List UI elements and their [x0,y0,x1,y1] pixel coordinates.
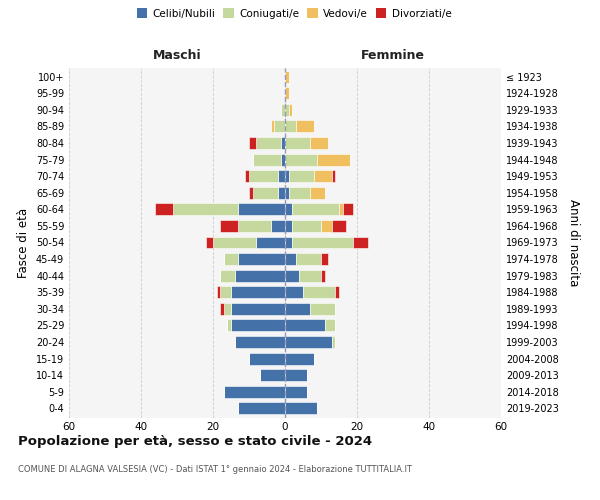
Bar [321,270,325,281]
Bar [292,204,339,216]
Bar [289,187,310,198]
Bar [285,386,307,398]
Bar [285,70,289,83]
Bar [231,320,285,332]
Bar [321,253,328,265]
Y-axis label: Anni di nascita: Anni di nascita [567,199,580,286]
Bar [299,270,321,281]
Bar [285,253,296,265]
Bar [310,303,335,315]
Bar [285,320,325,332]
Bar [238,402,285,414]
Bar [155,204,173,216]
Y-axis label: Fasce di età: Fasce di età [17,208,30,278]
Text: Femmine: Femmine [361,48,425,62]
Bar [285,87,289,99]
Bar [292,236,353,248]
Bar [173,204,238,216]
Bar [220,286,231,298]
Bar [285,402,317,414]
Bar [285,170,289,182]
Bar [238,220,271,232]
Bar [238,204,285,216]
Bar [224,386,285,398]
Bar [206,236,213,248]
Bar [260,369,285,381]
Bar [249,170,278,182]
Bar [227,320,231,332]
Bar [231,286,285,298]
Bar [235,336,285,348]
Bar [231,303,285,315]
Bar [289,170,314,182]
Bar [224,253,238,265]
Bar [235,270,285,281]
Bar [271,220,285,232]
Bar [353,236,368,248]
Bar [253,154,281,166]
Bar [332,336,335,348]
Bar [317,154,350,166]
Bar [325,320,335,332]
Bar [278,187,285,198]
Bar [281,104,285,116]
Bar [321,220,332,232]
Bar [310,137,328,149]
Bar [285,154,317,166]
Bar [249,352,285,364]
Bar [253,187,278,198]
Bar [213,236,256,248]
Bar [296,120,314,132]
Bar [289,104,292,116]
Bar [224,303,231,315]
Bar [274,120,285,132]
Bar [271,120,274,132]
Bar [220,220,238,232]
Bar [285,286,303,298]
Bar [332,170,335,182]
Bar [256,137,281,149]
Bar [285,270,299,281]
Bar [303,286,335,298]
Bar [285,120,296,132]
Text: COMUNE DI ALAGNA VALSESIA (VC) - Dati ISTAT 1° gennaio 2024 - Elaborazione TUTTI: COMUNE DI ALAGNA VALSESIA (VC) - Dati IS… [18,465,412,474]
Bar [292,220,321,232]
Bar [285,137,310,149]
Bar [285,352,314,364]
Bar [220,303,224,315]
Bar [256,236,285,248]
Bar [245,170,249,182]
Bar [285,204,292,216]
Bar [220,270,235,281]
Bar [285,303,310,315]
Bar [343,204,353,216]
Bar [332,220,346,232]
Bar [339,204,343,216]
Bar [281,137,285,149]
Bar [285,104,289,116]
Bar [238,253,285,265]
Bar [281,154,285,166]
Bar [285,369,307,381]
Bar [285,236,292,248]
Bar [217,286,220,298]
Bar [285,336,332,348]
Bar [285,220,292,232]
Text: Popolazione per età, sesso e stato civile - 2024: Popolazione per età, sesso e stato civil… [18,435,372,448]
Bar [278,170,285,182]
Legend: Celibi/Nubili, Coniugati/e, Vedovi/e, Divorziati/e: Celibi/Nubili, Coniugati/e, Vedovi/e, Di… [133,5,455,21]
Bar [285,187,289,198]
Bar [335,286,339,298]
Bar [249,187,253,198]
Bar [310,187,325,198]
Bar [249,137,256,149]
Bar [296,253,321,265]
Bar [314,170,332,182]
Text: Maschi: Maschi [152,48,202,62]
